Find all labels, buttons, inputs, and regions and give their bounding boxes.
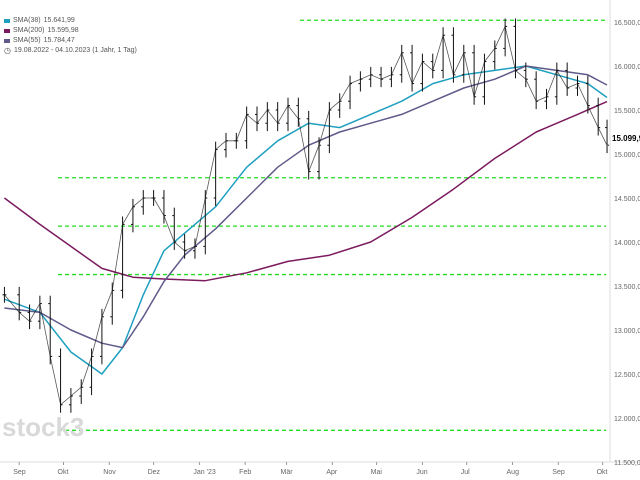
legend-item-sma55[interactable]: SMA(55) 15.784,47 bbox=[4, 36, 137, 46]
x-tick-label: Sep bbox=[13, 469, 26, 476]
x-tick-label: Aug bbox=[507, 469, 520, 476]
y-tick-label: 14.000,00 bbox=[614, 240, 640, 247]
legend-value: 15.595,98 bbox=[47, 27, 79, 34]
x-tick-label: Jun bbox=[416, 469, 427, 476]
price-line bbox=[4, 25, 608, 406]
legend-value: 15.784,47 bbox=[43, 37, 75, 44]
y-tick-label: 16.500,00 bbox=[614, 20, 640, 27]
y-tick-label: 11.500,00 bbox=[614, 460, 640, 467]
y-tick-label: 12.000,00 bbox=[614, 416, 640, 423]
series-line-sma55 bbox=[4, 65, 608, 349]
x-tick-label: Okt bbox=[58, 469, 69, 476]
series-line-sma38 bbox=[4, 65, 608, 375]
x-tick-label: Mär bbox=[281, 469, 294, 476]
x-tick-label: Dez bbox=[148, 469, 161, 476]
y-tick-label: 15.000,00 bbox=[614, 152, 640, 159]
legend-item-sma38[interactable]: SMA(38) 15.641,99 bbox=[4, 16, 137, 26]
legend: SMA(38) 15.641,99 SMA(200) 15.595,98 SMA… bbox=[4, 16, 137, 56]
legend-swatch-sma55 bbox=[4, 39, 10, 43]
x-tick-label: Apr bbox=[326, 469, 338, 476]
legend-label: SMA(55) bbox=[13, 37, 41, 44]
x-tick-label: Mai bbox=[371, 469, 383, 476]
legend-swatch-sma38 bbox=[4, 19, 10, 23]
legend-label: SMA(200) bbox=[13, 27, 45, 34]
y-tick-label: 16.000,00 bbox=[614, 64, 640, 71]
x-tick-label: Feb bbox=[239, 469, 251, 476]
y-axis-panel bbox=[610, 0, 640, 480]
x-tick-label: Jan '23 bbox=[193, 469, 215, 476]
legend-swatch-sma200 bbox=[4, 29, 10, 33]
x-tick-label: Nov bbox=[103, 469, 116, 476]
watermark-logo: stock3 bbox=[2, 412, 85, 442]
x-tick-label: Okt bbox=[597, 469, 608, 476]
y-tick-label: 12.500,00 bbox=[614, 372, 640, 379]
clock-icon: ◷ bbox=[4, 46, 11, 55]
date-range-text: 19.08.2022 - 04.10.2023 (1 Jahr, 1 Tag) bbox=[13, 47, 137, 54]
y-tick-label: 15.500,00 bbox=[614, 108, 640, 115]
y-tick-label: 13.000,00 bbox=[614, 328, 640, 335]
date-range: ◷ 19.08.2022 - 04.10.2023 (1 Jahr, 1 Tag… bbox=[4, 46, 137, 56]
legend-value: 15.641,99 bbox=[43, 17, 75, 24]
x-tick-label: Sep bbox=[552, 469, 565, 476]
series-line-sma200 bbox=[3, 100, 608, 282]
last-price-label: 15.099,92 bbox=[612, 134, 640, 143]
legend-label: SMA(38) bbox=[13, 17, 41, 24]
y-tick-label: 14.500,00 bbox=[614, 196, 640, 203]
x-tick-label: Jul bbox=[461, 469, 470, 476]
y-tick-label: 13.500,00 bbox=[614, 284, 640, 291]
legend-item-sma200[interactable]: SMA(200) 15.595,98 bbox=[4, 26, 137, 36]
